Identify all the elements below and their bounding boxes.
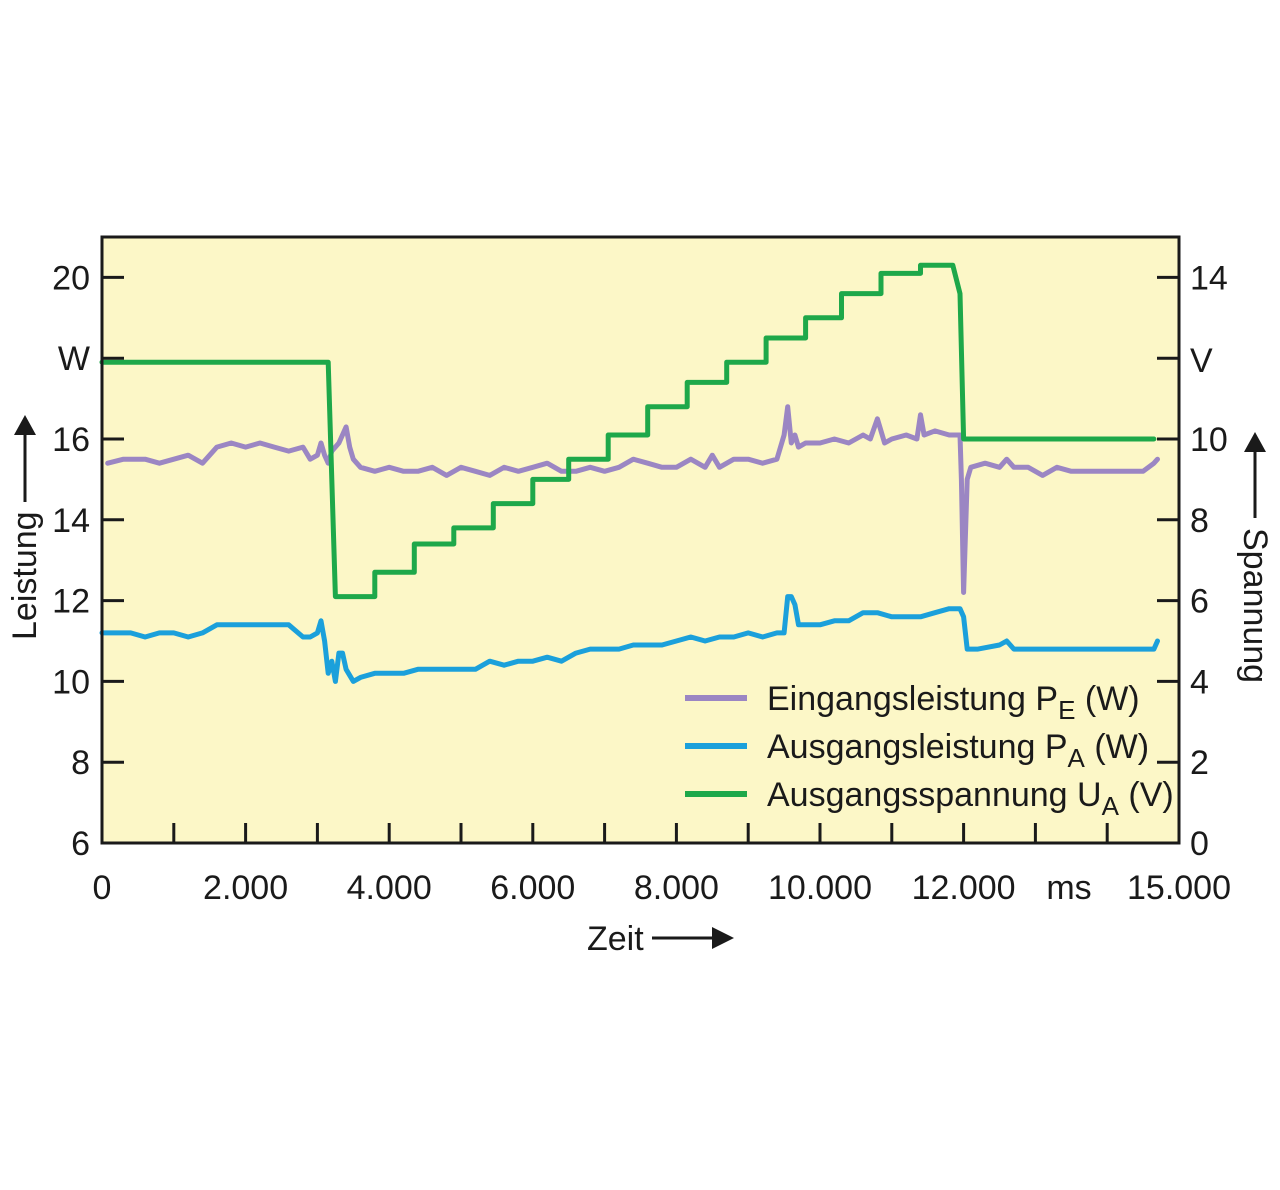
y-left-tick-label: 6 (71, 825, 90, 863)
y-right-tick-label: 10 (1190, 421, 1228, 459)
y-left-unit-text: W (58, 340, 90, 378)
y-right-unit-text: V (1190, 342, 1213, 380)
y-right-tick-label: 0 (1190, 825, 1209, 863)
x-tick-label: 15.000 (1127, 869, 1231, 907)
x-tick-label: 0 (93, 869, 112, 907)
legend: Eingangsleistung PE (W)Ausgangsleistung … (685, 680, 1174, 821)
y-left-unit-label: W (58, 340, 90, 378)
x-arrow-head (712, 927, 734, 949)
y-right-tick-label: 14 (1190, 259, 1228, 297)
y-right-title: Spannung (1236, 432, 1274, 683)
y-right-arrow-head (1244, 432, 1266, 452)
series-line-1 (105, 404, 1160, 595)
plot-frame (100, 235, 1181, 845)
y-left-tick-label: 14 (52, 502, 90, 540)
y-left-arrow-head (14, 415, 36, 435)
series-line-3 (99, 262, 1157, 600)
x-tick-label: 8.000 (634, 869, 719, 907)
y-right-tick-label: 6 (1190, 583, 1209, 621)
x-tick-label: 12.000 (912, 869, 1016, 907)
y-left-title-text: Leistung (6, 511, 44, 640)
legend-label-3: Ausgangsspannung UA (V) (767, 776, 1174, 821)
y-left-tick-label: 10 (52, 663, 90, 701)
y-right-tick-label: 8 (1190, 502, 1209, 540)
x-tick-label: 2.000 (203, 869, 288, 907)
x-tick-label: 4.000 (347, 869, 432, 907)
ticks-layer: 0 2.000 4.000 6.000 8.000 10.000 12.000 15.000 6… (52, 259, 1231, 907)
series-layer (99, 262, 1160, 684)
plot-background (102, 237, 1179, 843)
y-left-tick-label: 8 (71, 744, 90, 782)
y-right-title-text: Spannung (1236, 528, 1274, 683)
x-unit-label: ms (1046, 869, 1091, 907)
y-right-tick-label: 4 (1190, 663, 1209, 701)
y-left-title: Leistung (6, 415, 44, 640)
y-left-tick-label: 16 (52, 421, 90, 459)
legend-label-2: Ausgangsleistung PA (W) (767, 728, 1149, 773)
y-left-tick-label: 12 (52, 583, 90, 621)
x-title: Zeit (587, 920, 734, 958)
x-tick-label: 6.000 (490, 869, 575, 907)
y-right-unit-label: V (1190, 342, 1213, 380)
x-tick-label: 10.000 (768, 869, 872, 907)
y-left-tick-label: 20 (52, 259, 90, 297)
series-line-2 (99, 594, 1160, 684)
legend-label-1: Eingangsleistung PE (W) (767, 680, 1140, 725)
y-right-tick-label: 2 (1190, 744, 1209, 782)
x-title-text: Zeit (587, 920, 644, 958)
